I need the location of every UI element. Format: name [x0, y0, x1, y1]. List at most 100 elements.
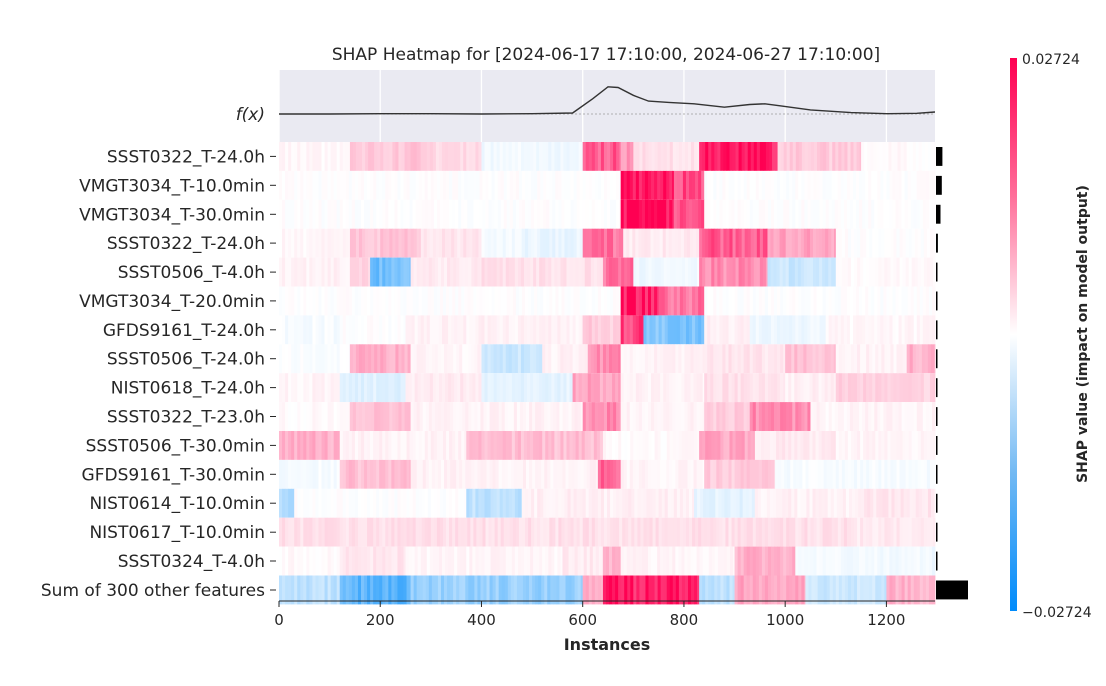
heatmap-cell — [765, 142, 770, 171]
heatmap-cell — [288, 199, 292, 229]
heatmap-cell — [874, 546, 878, 576]
heatmap-cell — [773, 431, 777, 460]
heatmap-cell — [810, 142, 815, 171]
x-tick-label: 600 — [568, 611, 597, 629]
heatmap-cell — [458, 170, 462, 200]
heatmap-cell — [480, 402, 484, 431]
heatmap-cell — [409, 488, 414, 518]
heatmap-cell — [704, 459, 708, 489]
heatmap-cell — [300, 373, 304, 403]
heatmap-cell — [373, 459, 377, 489]
heatmap-cell — [675, 459, 679, 489]
heatmap-cell — [831, 402, 836, 431]
heatmap-cell — [792, 199, 796, 229]
heatmap-cell — [394, 373, 398, 403]
heatmap-cell — [803, 488, 807, 518]
heatmap-cell — [731, 315, 735, 345]
heatmap-cell — [661, 517, 666, 547]
heatmap-cell — [734, 315, 738, 345]
heatmap-cell — [563, 315, 567, 345]
heatmap-cell — [771, 459, 775, 489]
heatmap-cell — [768, 142, 773, 171]
heatmap-cell — [593, 257, 598, 287]
heatmap-cell — [444, 575, 448, 605]
heatmap-cell — [692, 286, 696, 316]
heatmap-cell — [703, 488, 707, 518]
heatmap-cell — [532, 575, 536, 605]
heatmap-cell — [840, 517, 845, 547]
heatmap-cell — [674, 228, 679, 258]
heatmap-cell — [380, 344, 384, 374]
fx-background — [279, 70, 935, 142]
colorbar-max-label: 0.02724 — [1022, 52, 1080, 68]
heatmap-cell — [865, 286, 869, 316]
heatmap-cell — [578, 431, 583, 460]
heatmap-cell — [635, 546, 640, 576]
heatmap-cell — [542, 431, 546, 460]
heatmap-cell — [654, 459, 658, 489]
heatmap-cell — [312, 517, 316, 547]
heatmap-cell — [591, 517, 596, 547]
heatmap-cell — [658, 488, 663, 518]
heatmap-cell — [536, 431, 540, 460]
heatmap-cell — [539, 546, 543, 576]
heatmap-cell — [895, 575, 899, 605]
heatmap-cell — [574, 459, 579, 489]
heatmap-cell — [713, 286, 717, 316]
heatmap-cell — [699, 431, 703, 460]
heatmap-cell — [385, 546, 389, 576]
heatmap-cell — [339, 373, 344, 403]
heatmap-cell — [567, 170, 571, 200]
heatmap-cell — [678, 344, 682, 374]
heatmap-cell — [657, 142, 662, 171]
heatmap-cell — [609, 257, 613, 287]
heatmap-cell — [723, 228, 727, 258]
heatmap-cell — [865, 315, 869, 345]
heatmap-cell — [392, 142, 396, 171]
heatmap-cell — [445, 142, 449, 171]
heatmap-cell — [533, 142, 537, 171]
heatmap-cell — [408, 546, 413, 576]
heatmap-cell — [357, 431, 362, 460]
heatmap-cell — [810, 517, 814, 547]
heatmap-cell — [660, 431, 665, 460]
heatmap-cell — [755, 517, 760, 547]
heatmap-cell — [861, 488, 865, 518]
heatmap-cell — [730, 488, 734, 518]
heatmap-cell — [492, 402, 497, 431]
heatmap-cell — [294, 546, 298, 576]
heatmap-cell — [731, 170, 735, 200]
heatmap-cell — [373, 286, 377, 316]
heatmap-cell — [508, 315, 513, 345]
heatmap-cell — [602, 257, 607, 287]
heatmap-cell — [625, 488, 629, 518]
heatmap-cell — [379, 546, 383, 576]
heatmap-cell — [783, 142, 788, 171]
heatmap-cell — [321, 546, 325, 576]
heatmap-cell — [336, 459, 341, 489]
heatmap-cell — [435, 228, 440, 258]
heatmap-cell — [844, 373, 849, 403]
heatmap-cell — [400, 517, 404, 547]
heatmap-cell — [555, 170, 559, 200]
heatmap-cell — [626, 459, 631, 489]
heatmap-cell — [635, 228, 639, 258]
heatmap-cell — [616, 315, 620, 345]
heatmap-cell — [463, 315, 467, 345]
heatmap-cell — [576, 488, 581, 518]
heatmap-cell — [321, 286, 325, 316]
heatmap-cell — [321, 142, 325, 171]
heatmap-cell — [713, 402, 717, 431]
heatmap-cell — [330, 286, 335, 316]
heatmap-cell — [383, 402, 387, 431]
heatmap-cell — [507, 402, 512, 431]
heatmap-cell — [634, 517, 638, 547]
heatmap-cell — [439, 431, 444, 460]
heatmap-cell — [568, 575, 572, 605]
heatmap-cell — [520, 431, 525, 460]
heatmap-cell — [602, 431, 607, 460]
heatmap-cell — [607, 228, 611, 258]
heatmap-cell — [547, 459, 551, 489]
heatmap-cell — [743, 315, 748, 345]
heatmap-cell — [681, 344, 685, 374]
